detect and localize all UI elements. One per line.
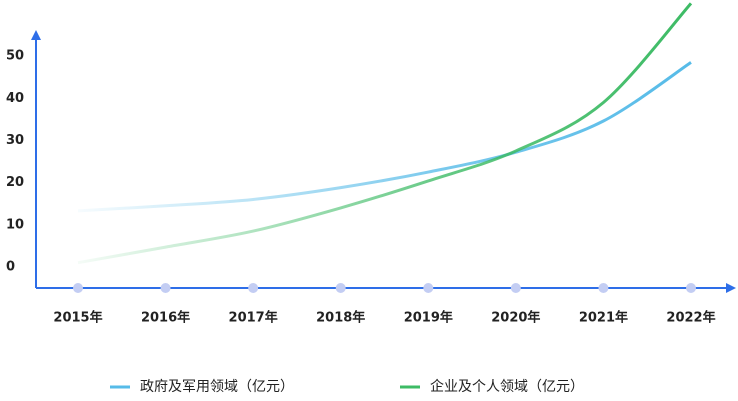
series-line: [77, 61, 692, 213]
x-tick-label: 2021年: [579, 310, 628, 326]
axis-dot: [73, 283, 83, 293]
x-tick-label: 2018年: [316, 310, 365, 326]
axis-dot: [248, 283, 259, 293]
y-tick-label: 10: [6, 217, 24, 232]
axis-dot: [598, 283, 609, 293]
y-tick-label: 0: [6, 259, 15, 274]
y-axis-arrow: [31, 30, 41, 40]
y-tick-label: 50: [6, 49, 24, 64]
x-tick-label: 2017年: [229, 310, 278, 326]
y-tick-label: 20: [6, 175, 24, 190]
axis-dot: [686, 283, 696, 293]
axis-dot: [423, 283, 434, 293]
series-line: [77, 2, 693, 265]
legend-label: 政府及军用领域（亿元）: [140, 379, 294, 395]
axis-dot: [510, 283, 521, 293]
x-axis-arrow: [726, 283, 736, 293]
x-tick-label: 2015年: [53, 310, 102, 326]
y-tick-label: 30: [6, 133, 24, 148]
x-tick-label: 2020年: [491, 310, 540, 326]
x-tick-label: 2016年: [141, 310, 190, 326]
axis-dot: [335, 283, 346, 293]
y-tick-label: 40: [6, 91, 24, 106]
legend-label: 企业及个人领域（亿元）: [430, 378, 584, 395]
axis-dot: [160, 283, 171, 293]
x-tick-label: 2022年: [666, 310, 715, 326]
x-tick-label: 2019年: [404, 310, 453, 326]
